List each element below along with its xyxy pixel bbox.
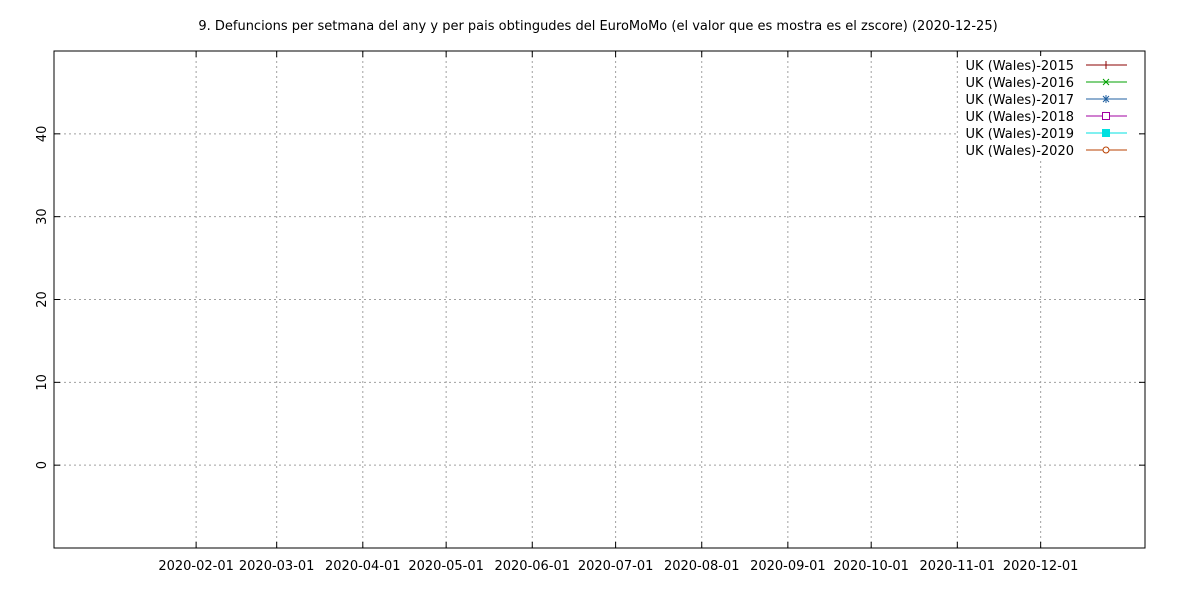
x-tick-label: 2020-12-01 <box>1003 559 1079 574</box>
legend-marker-plus <box>1102 61 1110 69</box>
x-tick-label: 2020-08-01 <box>664 559 740 574</box>
x-tick-label: 2020-07-01 <box>578 559 654 574</box>
x-tick-label: 2020-11-01 <box>920 559 996 574</box>
legend-marker-open-circle <box>1102 146 1110 154</box>
legend-marker-cross <box>1102 78 1110 86</box>
y-tick-label: 40 <box>35 126 50 143</box>
legend-label: UK (Wales)-2019 <box>966 127 1074 142</box>
x-tick-label: 2020-03-01 <box>239 559 315 574</box>
legend-label: UK (Wales)-2015 <box>966 59 1074 74</box>
legend-label: UK (Wales)-2018 <box>966 110 1074 125</box>
x-tick-label: 2020-10-01 <box>833 559 909 574</box>
chart-title: 9. Defuncions per setmana del any y per … <box>198 19 997 34</box>
legend-background <box>958 56 1138 158</box>
x-tick-label: 2020-06-01 <box>494 559 570 574</box>
y-tick-label: 10 <box>35 374 50 391</box>
x-tick-label: 2020-02-01 <box>158 559 234 574</box>
y-tick-label: 0 <box>35 461 50 469</box>
legend-marker-open-square <box>1102 112 1110 120</box>
legend-label: UK (Wales)-2020 <box>966 144 1074 159</box>
y-tick-label: 20 <box>35 291 50 308</box>
x-tick-label: 2020-09-01 <box>750 559 826 574</box>
x-tick-label: 2020-04-01 <box>325 559 401 574</box>
x-tick-label: 2020-05-01 <box>408 559 484 574</box>
legend-marker-asterisk <box>1102 95 1110 103</box>
plot-frame <box>53 50 1146 549</box>
legend-label: UK (Wales)-2017 <box>966 93 1074 108</box>
legend-label: UK (Wales)-2016 <box>966 76 1074 91</box>
legend-marker-filled-square <box>1102 129 1110 137</box>
y-tick-label: 30 <box>35 208 50 225</box>
